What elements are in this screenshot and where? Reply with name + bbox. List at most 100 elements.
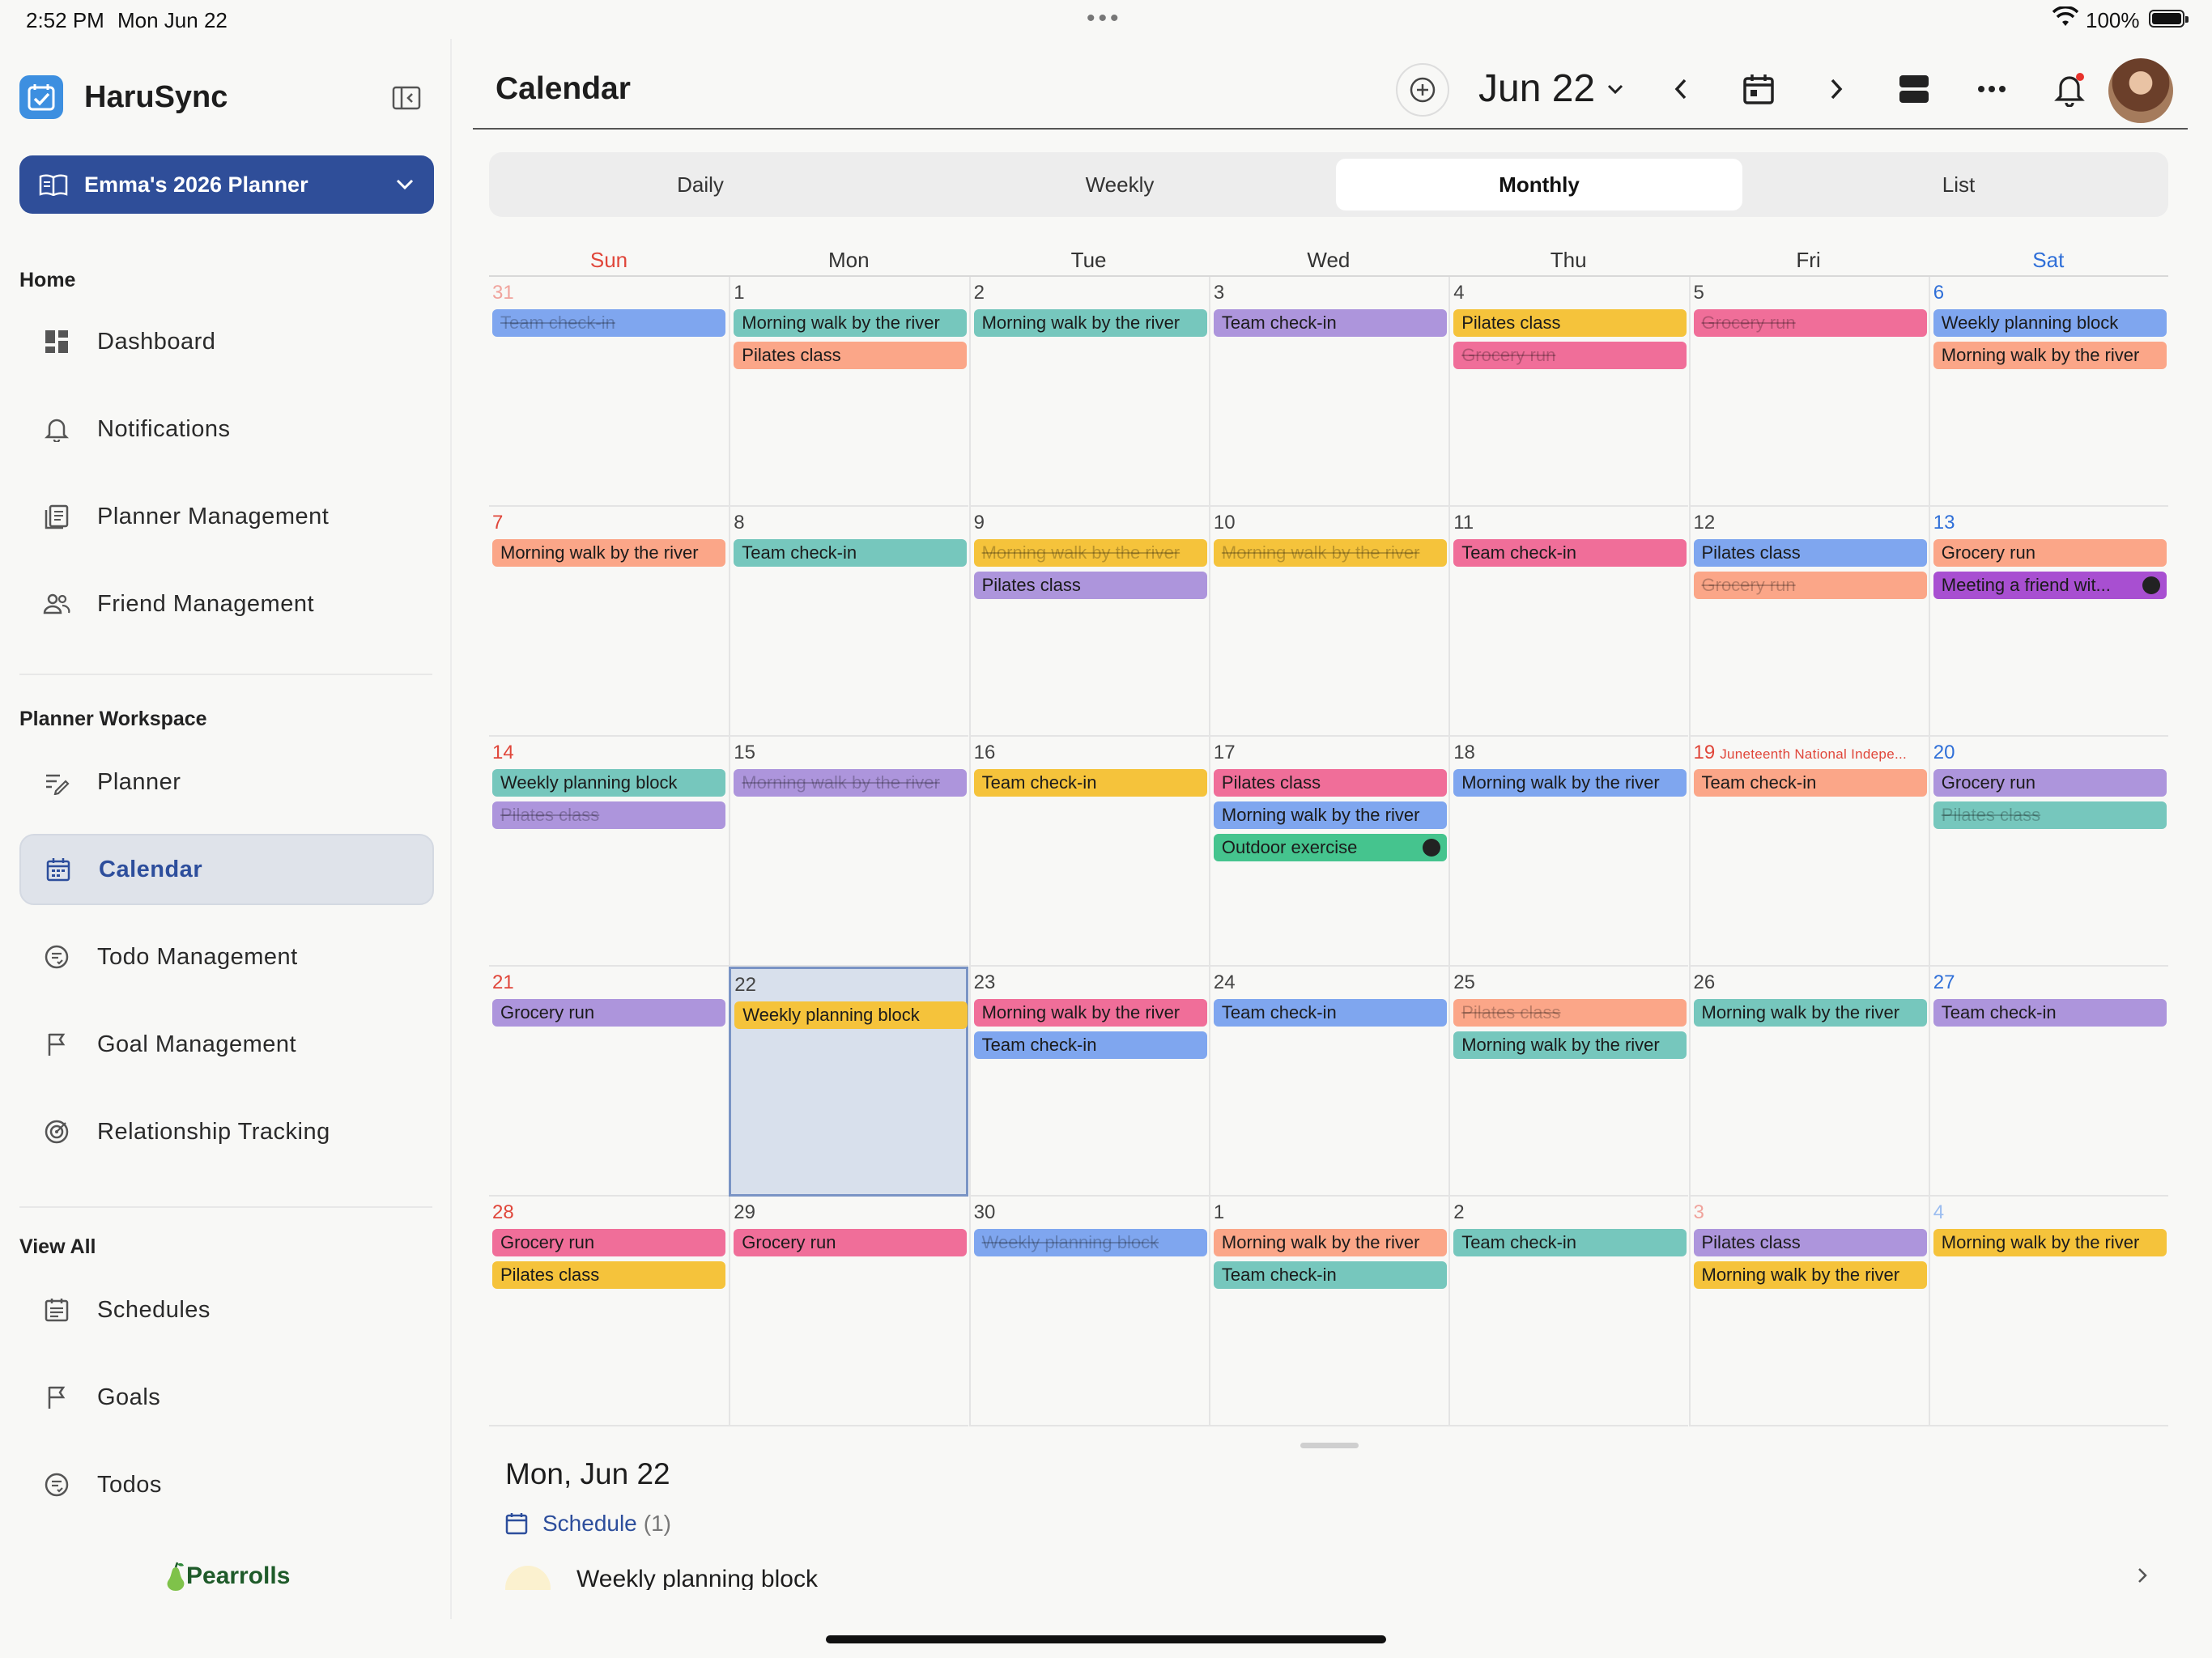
nav-notifications[interactable]: Notifications (19, 393, 434, 465)
day-cell[interactable]: 9 Morning walk by the river Pilates class (968, 507, 1209, 737)
event-chip[interactable]: Morning walk by the river (1933, 1229, 2167, 1256)
event-chip[interactable]: Pilates class (1453, 309, 1687, 337)
day-cell[interactable]: 17 Pilates class Morning walk by the river… (1208, 737, 1448, 967)
event-chip[interactable]: Weekly planning block (492, 769, 725, 797)
day-cell[interactable]: 22 Weekly planning block (729, 967, 969, 1197)
tab-monthly[interactable]: Monthly (1336, 159, 1742, 210)
tab-daily[interactable]: Daily (677, 172, 724, 197)
day-cell[interactable]: 12 Pilates class Grocery run (1688, 507, 1929, 737)
home-indicator[interactable] (826, 1635, 1386, 1643)
event-chip[interactable]: Grocery run (492, 999, 725, 1027)
nav-goal-management[interactable]: Goal Management (19, 1009, 434, 1080)
avatar[interactable] (2108, 58, 2173, 123)
event-chip[interactable]: Grocery run (1933, 539, 2167, 567)
event-chip[interactable]: Morning walk by the river (1693, 1261, 1927, 1289)
event-chip[interactable]: Pilates class (1693, 1229, 1927, 1256)
notifications-button[interactable] (2050, 70, 2089, 108)
event-chip[interactable]: Weekly planning block (1933, 309, 2167, 337)
event-chip[interactable]: Morning walk by the river (734, 769, 968, 797)
day-cell[interactable]: 1 Morning walk by the river Team check-in (1208, 1197, 1448, 1426)
event-chip[interactable]: Grocery run (1453, 342, 1687, 369)
event-chip[interactable]: Pilates class (734, 342, 968, 369)
day-cell[interactable]: 8 Team check-in (729, 507, 969, 737)
event-chip[interactable]: Team check-in (1933, 999, 2167, 1027)
event-chip[interactable]: Team check-in (734, 539, 968, 567)
event-chip[interactable]: Pilates class (492, 1261, 725, 1289)
event-chip[interactable]: Team check-in (1213, 309, 1447, 337)
event-chip[interactable]: Team check-in (1453, 1229, 1687, 1256)
schedule-section-header[interactable]: Schedule (1) (505, 1511, 671, 1537)
nav-todo-management[interactable]: Todo Management (19, 921, 434, 993)
day-cell[interactable]: 13 Grocery run Meeting a friend wit... (1928, 507, 2168, 737)
event-chip[interactable]: Weekly planning block (734, 1001, 968, 1029)
day-cell[interactable]: 7 Morning walk by the river (489, 507, 729, 737)
day-cell[interactable]: 1 Morning walk by the river Pilates class (729, 277, 969, 507)
event-chip[interactable]: Team check-in (973, 1031, 1207, 1059)
day-cell[interactable]: 19 Juneteenth National Indepe... Team chec… (1688, 737, 1929, 967)
day-cell[interactable]: 30 Weekly planning block (968, 1197, 1209, 1426)
day-cell[interactable]: 10 Morning walk by the river (1208, 507, 1448, 737)
event-chip[interactable]: Team check-in (973, 769, 1207, 797)
day-cell[interactable]: 20 Grocery run Pilates class (1928, 737, 2168, 967)
event-chip[interactable]: Grocery run (1693, 309, 1927, 337)
nav-goals[interactable]: Goals (19, 1362, 434, 1433)
event-chip[interactable]: Morning walk by the river (973, 539, 1207, 567)
event-chip[interactable]: Morning walk by the river (1213, 1229, 1447, 1256)
event-chip[interactable]: Morning walk by the river (1213, 539, 1447, 567)
day-cell[interactable]: 5 Grocery run (1688, 277, 1929, 507)
nav-calendar[interactable]: Calendar (19, 834, 434, 905)
today-button[interactable] (1739, 70, 1778, 108)
event-chip[interactable]: Pilates class (1213, 769, 1447, 797)
prev-month-button[interactable] (1661, 70, 1700, 108)
multitask-dots-icon[interactable]: ••• (1087, 5, 1122, 32)
day-cell[interactable]: 28 Grocery run Pilates class (489, 1197, 729, 1426)
day-cell[interactable]: 18 Morning walk by the river (1448, 737, 1689, 967)
month-picker[interactable]: Jun 22 (1478, 66, 1624, 111)
day-cell[interactable]: 26 Morning walk by the river (1688, 967, 1929, 1197)
event-chip[interactable]: Meeting a friend wit... (1933, 572, 2167, 599)
day-cell[interactable]: 21 Grocery run (489, 967, 729, 1197)
event-chip[interactable]: Pilates class (492, 801, 725, 829)
event-chip[interactable]: Grocery run (1693, 572, 1927, 599)
day-cell[interactable]: 25 Pilates class Morning walk by the river (1448, 967, 1689, 1197)
event-chip[interactable]: Outdoor exercise (1213, 834, 1447, 861)
day-cell[interactable]: 6 Weekly planning block Morning walk by th… (1928, 277, 2168, 507)
nav-planner[interactable]: Planner (19, 746, 434, 818)
event-chip[interactable]: Grocery run (1933, 769, 2167, 797)
day-cell[interactable]: 31 Team check-in (489, 277, 729, 507)
next-month-button[interactable] (1817, 70, 1856, 108)
event-chip[interactable]: Team check-in (1453, 539, 1687, 567)
event-chip[interactable]: Morning walk by the river (973, 999, 1207, 1027)
event-chip[interactable]: Pilates class (1453, 999, 1687, 1027)
event-chip[interactable]: Grocery run (492, 1229, 725, 1256)
day-cell[interactable]: 24 Team check-in (1208, 967, 1448, 1197)
view-toggle-button[interactable] (1895, 70, 1933, 108)
event-chip[interactable]: Morning walk by the river (734, 309, 968, 337)
event-chip[interactable]: Team check-in (492, 309, 725, 337)
day-cell[interactable]: 29 Grocery run (729, 1197, 969, 1426)
day-cell[interactable]: 4 Morning walk by the river (1928, 1197, 2168, 1426)
day-cell[interactable]: 11 Team check-in (1448, 507, 1689, 737)
nav-dashboard[interactable]: Dashboard (19, 306, 434, 377)
event-chip[interactable]: Team check-in (1213, 1261, 1447, 1289)
day-cell[interactable]: 4 Pilates class Grocery run (1448, 277, 1689, 507)
event-chip[interactable]: Morning walk by the river (1453, 769, 1687, 797)
tab-list[interactable]: List (1942, 172, 1976, 197)
day-cell[interactable]: 16 Team check-in (968, 737, 1209, 967)
nav-planner-management[interactable]: Planner Management (19, 481, 434, 552)
event-chip[interactable]: Weekly planning block (973, 1229, 1207, 1256)
day-cell[interactable]: 23 Morning walk by the river Team check-in (968, 967, 1209, 1197)
day-cell[interactable]: 27 Team check-in (1928, 967, 2168, 1197)
add-event-button[interactable] (1396, 63, 1449, 117)
nav-friend-management[interactable]: Friend Management (19, 568, 434, 640)
more-options-button[interactable] (1972, 70, 2011, 108)
day-cell[interactable]: 2 Team check-in (1448, 1197, 1689, 1426)
tab-weekly[interactable]: Weekly (1085, 172, 1155, 197)
event-chip[interactable]: Grocery run (734, 1229, 968, 1256)
day-cell[interactable]: 14 Weekly planning block Pilates class (489, 737, 729, 967)
event-chip[interactable]: Pilates class (1933, 801, 2167, 829)
nav-todos[interactable]: Todos (19, 1449, 434, 1520)
event-chip[interactable]: Morning walk by the river (1453, 1031, 1687, 1059)
event-chip[interactable]: Morning walk by the river (492, 539, 725, 567)
day-cell[interactable]: 3 Team check-in (1208, 277, 1448, 507)
